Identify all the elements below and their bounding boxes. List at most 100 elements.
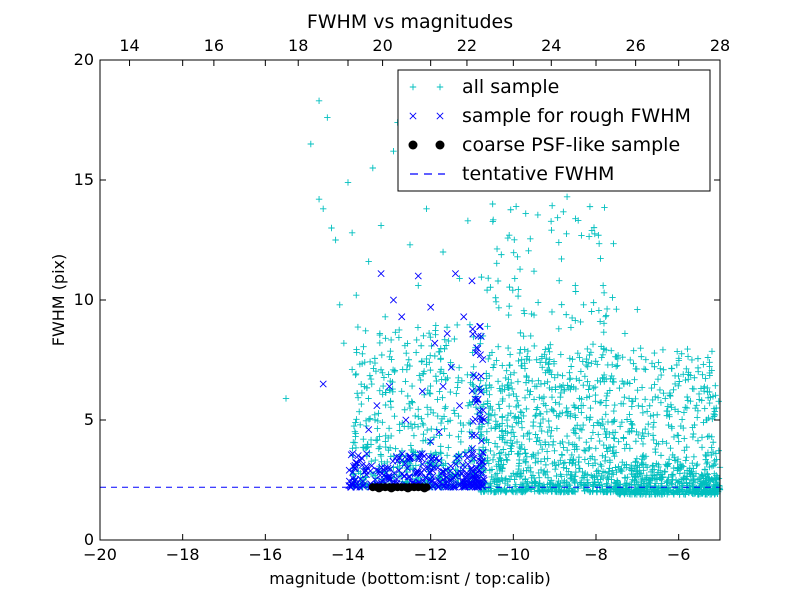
all-sample-point <box>542 471 549 478</box>
all-sample-point <box>423 355 430 363</box>
all-sample-point <box>485 460 492 467</box>
all-sample-point <box>491 440 499 447</box>
all-sample-point <box>555 461 562 468</box>
all-sample-point <box>480 466 487 473</box>
all-sample-point <box>572 414 579 421</box>
all-sample-point <box>557 480 564 487</box>
all-sample-point <box>556 410 564 417</box>
all-sample-point <box>382 432 389 440</box>
all-sample-point <box>616 466 624 473</box>
all-sample-point <box>555 483 562 490</box>
all-sample-point <box>631 489 639 496</box>
all-sample-point <box>585 386 592 393</box>
all-sample-point <box>571 479 579 487</box>
all-sample-point <box>520 332 527 340</box>
legend-label: coarse PSF-like sample <box>462 134 680 156</box>
rough-sample-point <box>431 339 439 347</box>
all-sample-point <box>490 488 498 496</box>
all-sample-point <box>692 470 700 477</box>
all-sample-point <box>676 491 683 498</box>
all-sample-point <box>631 376 638 383</box>
all-sample-point <box>621 393 628 401</box>
all-sample-point <box>586 444 593 451</box>
legend-swatch <box>409 83 417 91</box>
all-sample-point <box>694 355 702 362</box>
all-sample-point <box>496 450 503 457</box>
rough-sample-point <box>349 474 357 482</box>
all-sample-point <box>661 468 669 475</box>
all-sample-point <box>674 408 682 415</box>
all-sample-point <box>557 457 564 464</box>
all-sample-point <box>542 461 550 469</box>
all-sample-point <box>558 255 565 263</box>
all-sample-point <box>590 472 598 480</box>
all-sample-point <box>583 414 590 421</box>
all-sample-point <box>602 397 610 404</box>
all-sample-point <box>581 456 589 463</box>
all-sample-point <box>612 353 619 360</box>
all-sample-point <box>414 423 422 430</box>
rough-sample-point <box>425 453 433 461</box>
series-all-sample <box>282 73 724 498</box>
all-sample-point <box>576 395 583 402</box>
all-sample-point <box>495 304 503 312</box>
all-sample-point <box>579 421 587 429</box>
all-sample-point <box>344 179 352 186</box>
all-sample-point <box>588 227 596 234</box>
all-sample-point <box>524 430 531 438</box>
rough-sample-point <box>381 464 389 472</box>
rough-sample-point <box>384 464 392 472</box>
rough-sample-point <box>468 387 476 395</box>
all-sample-point <box>594 361 601 368</box>
all-sample-point <box>590 422 597 429</box>
all-sample-point <box>569 356 576 363</box>
all-sample-point <box>410 432 418 439</box>
all-sample-point <box>611 452 618 460</box>
psf-sample-point <box>420 484 429 493</box>
all-sample-point <box>587 414 594 421</box>
all-sample-point <box>530 396 538 403</box>
all-sample-point <box>371 355 379 362</box>
all-sample-point <box>464 371 471 379</box>
all-sample-point <box>407 442 415 449</box>
all-sample-point <box>520 307 528 314</box>
all-sample-point <box>357 421 364 429</box>
all-sample-point <box>376 433 383 440</box>
all-sample-point <box>372 456 379 464</box>
all-sample-point <box>595 419 603 427</box>
all-sample-point <box>387 336 395 344</box>
all-sample-point <box>360 343 367 350</box>
all-sample-point <box>581 373 589 380</box>
rough-sample-point <box>372 466 380 474</box>
all-sample-point <box>536 480 543 487</box>
all-sample-point <box>566 481 573 489</box>
all-sample-point <box>680 490 687 497</box>
all-sample-point <box>504 344 512 352</box>
all-sample-point <box>415 282 422 289</box>
all-sample-point <box>674 455 682 463</box>
all-sample-point <box>651 381 658 388</box>
all-sample-point <box>597 398 605 406</box>
all-sample-point <box>379 369 386 377</box>
all-sample-point <box>592 398 599 405</box>
all-sample-point <box>427 390 434 397</box>
all-sample-point <box>621 480 629 488</box>
all-sample-point <box>633 365 640 373</box>
all-sample-point <box>409 399 416 406</box>
x-tick-label: −8 <box>584 545 608 564</box>
rough-sample-point <box>422 473 430 481</box>
all-sample-point <box>580 381 587 389</box>
all-sample-point <box>610 240 617 247</box>
top-x-tick-label: 28 <box>710 36 730 55</box>
rough-sample-point <box>414 272 422 280</box>
rough-sample-point <box>439 382 447 390</box>
legend-label: sample for rough FWHM <box>462 105 691 127</box>
all-sample-point <box>713 475 720 483</box>
all-sample-point <box>640 451 647 459</box>
all-sample-point <box>613 305 620 313</box>
all-sample-point <box>600 289 608 297</box>
rough-sample-point <box>348 481 356 489</box>
rough-sample-point <box>380 471 388 479</box>
all-sample-point <box>532 479 539 487</box>
y-tick-label: 15 <box>74 170 94 189</box>
